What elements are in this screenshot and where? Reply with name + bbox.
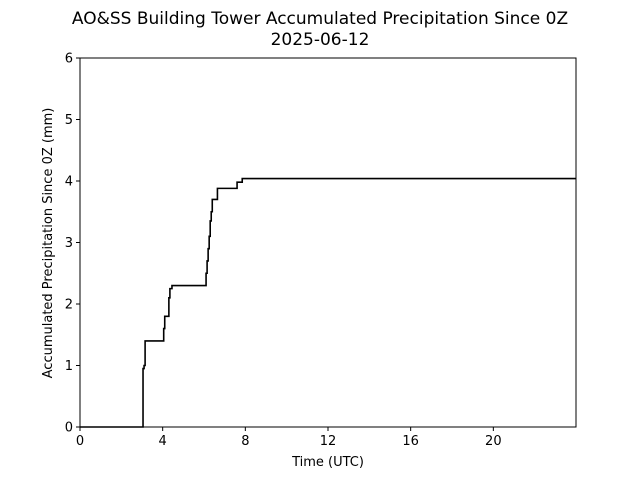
x-tick-label: 12 bbox=[320, 434, 337, 449]
x-tick-label: 4 bbox=[159, 434, 167, 449]
y-tick-label: 3 bbox=[65, 236, 73, 251]
x-axis-label: Time (UTC) bbox=[291, 455, 364, 470]
chart-title: AO&SS Building Tower Accumulated Precipi… bbox=[72, 9, 568, 29]
y-tick-label: 6 bbox=[65, 52, 73, 67]
x-tick-label: 8 bbox=[241, 434, 249, 449]
x-tick-label: 20 bbox=[485, 434, 502, 449]
y-tick-label: 4 bbox=[65, 175, 73, 190]
plot-frame bbox=[79, 57, 577, 428]
x-tick-label: 0 bbox=[76, 434, 84, 449]
y-axis-ticks: 0 1 2 3 4 5 6 bbox=[65, 52, 80, 436]
y-axis-label: Accumulated Precipitation Since 0Z (mm) bbox=[41, 108, 56, 379]
x-tick-label: 16 bbox=[402, 434, 419, 449]
series-line-0 bbox=[80, 177, 576, 428]
y-tick-label: 5 bbox=[65, 113, 73, 128]
y-tick-label: 1 bbox=[65, 359, 73, 374]
plot-area bbox=[79, 57, 577, 428]
chart-subtitle: 2025-06-12 bbox=[271, 30, 370, 50]
y-tick-label: 0 bbox=[65, 421, 73, 436]
y-tick-label: 2 bbox=[65, 298, 73, 313]
x-axis-ticks: 0 4 8 12 16 20 bbox=[76, 427, 502, 449]
